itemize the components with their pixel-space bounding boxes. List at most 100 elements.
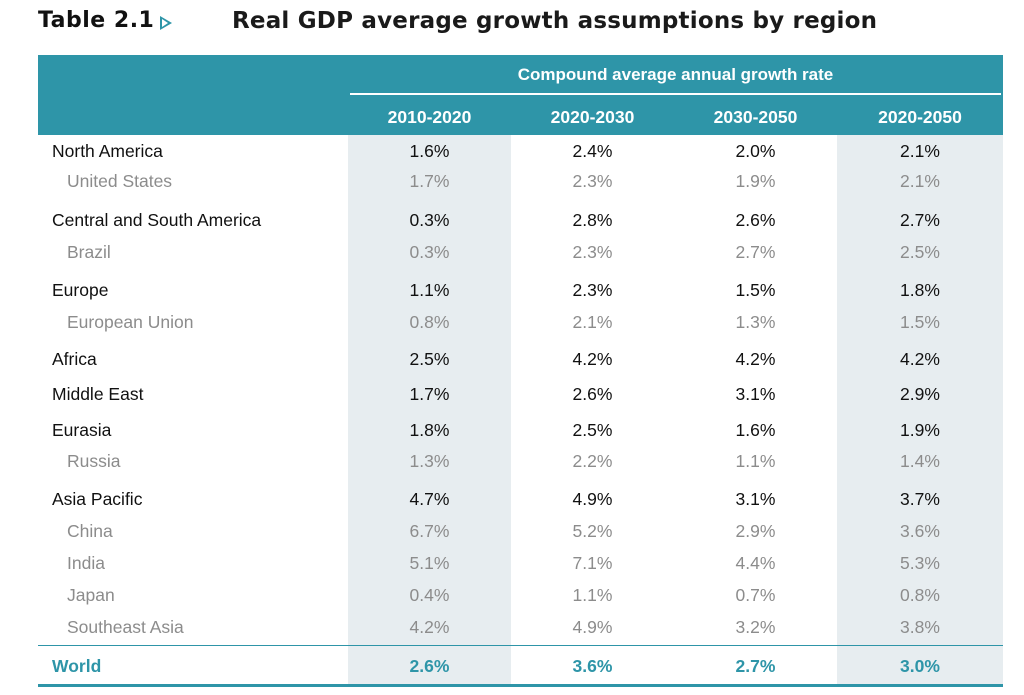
cell-value: 4.2% (900, 349, 940, 369)
cell-value: 3.0% (900, 656, 940, 676)
table-row: United States 1.7% 2.3% 1.9% 2.1% (38, 166, 1003, 196)
table-bottom-rule (38, 684, 1003, 687)
cell-value: 2.3% (572, 242, 613, 262)
row-label: Japan (67, 585, 115, 605)
table-row: Middle East 1.7% 2.6% 3.1% 2.9% (38, 379, 1003, 409)
cell-value: 2.3% (572, 280, 613, 300)
table-row: North America 1.6% 2.4% 2.0% 2.1% (38, 136, 1003, 166)
table-row: European Union 0.8% 2.1% 1.3% 1.5% (38, 307, 1003, 337)
cell-value: 2.6% (572, 384, 613, 404)
cell-value: 1.3% (735, 312, 776, 332)
cell-value: 7.1% (572, 553, 613, 573)
cell-value: 1.7% (409, 384, 450, 404)
cell-value: 3.1% (735, 489, 776, 509)
row-label: Africa (52, 349, 97, 369)
cell-value: 3.6% (900, 521, 940, 541)
table-row: Japan 0.4% 1.1% 0.7% 0.8% (38, 580, 1003, 610)
table-row: Eurasia 1.8% 2.5% 1.6% 1.9% (38, 415, 1003, 445)
cell-value: 1.4% (900, 451, 940, 471)
row-label: European Union (67, 312, 194, 332)
table-row: Russia 1.3% 2.2% 1.1% 1.4% (38, 446, 1003, 476)
cell-value: 2.0% (735, 141, 776, 161)
cell-value: 1.6% (735, 420, 776, 440)
cell-value: 2.8% (572, 210, 613, 230)
row-label: Central and South America (52, 210, 262, 230)
table-row: Asia Pacific 4.7% 4.9% 3.1% 3.7% (38, 484, 1003, 514)
cell-value: 2.1% (900, 171, 940, 191)
cell-value: 0.8% (409, 312, 450, 332)
column-header-2010-2020: 2010-2020 (387, 107, 472, 127)
table-header: Compound average annual growth rate 2010… (38, 55, 1003, 135)
table-row: India 5.1% 7.1% 4.4% 5.3% (38, 548, 1003, 578)
cell-value: 2.7% (735, 656, 776, 676)
cell-value: 0.3% (409, 242, 450, 262)
row-label: Europe (52, 280, 109, 300)
row-label: Russia (67, 451, 121, 471)
row-label: Middle East (52, 384, 144, 404)
row-label: Asia Pacific (52, 489, 143, 509)
cell-value: 2.4% (572, 141, 613, 161)
super-header-divider (350, 93, 1001, 95)
cell-value: 5.2% (572, 521, 613, 541)
cell-value: 1.9% (900, 420, 940, 440)
shaded-column-2010-2020 (348, 135, 511, 687)
cell-value: 2.6% (409, 656, 450, 676)
cell-value: 3.6% (572, 656, 613, 676)
row-label: Southeast Asia (67, 617, 184, 637)
cell-value: 2.2% (572, 451, 613, 471)
cell-value: 2.6% (735, 210, 776, 230)
world-row: World 2.6% 3.6% 2.7% 3.0% (38, 651, 1003, 681)
cell-value: 3.7% (900, 489, 940, 509)
cell-value: 3.8% (900, 617, 940, 637)
cell-value: 4.9% (572, 489, 613, 509)
table-row: Europe 1.1% 2.3% 1.5% 1.8% (38, 275, 1003, 305)
cell-value: 4.9% (572, 617, 613, 637)
cell-value: 2.5% (572, 420, 613, 440)
cell-value: 1.6% (409, 141, 450, 161)
cell-value: 0.8% (900, 585, 940, 605)
column-header-2020-2050: 2020-2050 (878, 107, 962, 127)
cell-value: 1.8% (409, 420, 450, 440)
cell-value: 2.7% (900, 210, 940, 230)
cell-value: 1.1% (735, 451, 776, 471)
cell-value: 2.1% (572, 312, 613, 332)
table-row: Africa 2.5% 4.2% 4.2% 4.2% (38, 344, 1003, 374)
cell-value: 2.9% (900, 384, 940, 404)
cell-value: 2.5% (900, 242, 940, 262)
cell-value: 3.1% (735, 384, 776, 404)
cell-value: 4.2% (735, 349, 776, 369)
row-label: Eurasia (52, 420, 112, 440)
row-label: Brazil (67, 242, 111, 262)
table-title: Real GDP average growth assumptions by r… (232, 8, 878, 34)
table-row: Southeast Asia 4.2% 4.9% 3.2% 3.8% (38, 612, 1003, 642)
row-label: China (67, 521, 113, 541)
cell-value: 2.3% (572, 171, 613, 191)
row-label: United States (67, 171, 173, 191)
cell-value: 2.1% (900, 141, 940, 161)
cell-value: 6.7% (409, 521, 450, 541)
row-label: North America (52, 141, 163, 161)
column-header-2030-2050: 2030-2050 (713, 107, 798, 127)
cell-value: 0.4% (409, 585, 450, 605)
cell-value: 4.7% (409, 489, 450, 509)
table-title-row: Table 2.1 Real GDP average growth assump… (38, 8, 1008, 42)
world-row-top-rule (38, 645, 1003, 646)
shaded-column-2020-2050 (837, 135, 1003, 687)
triangle-right-icon (160, 16, 172, 30)
cell-value: 1.1% (409, 280, 450, 300)
table-number: Table 2.1 (38, 8, 155, 33)
table-row: Brazil 0.3% 2.3% 2.7% 2.5% (38, 237, 1003, 267)
cell-value: 0.3% (409, 210, 450, 230)
cell-value: 1.5% (900, 312, 940, 332)
cell-value: 1.3% (409, 451, 450, 471)
cell-value: 1.1% (572, 585, 613, 605)
column-header-2020-2030: 2020-2030 (550, 107, 635, 127)
table-row: China 6.7% 5.2% 2.9% 3.6% (38, 516, 1003, 546)
cell-value: 4.2% (572, 349, 613, 369)
cell-value: 1.7% (409, 171, 450, 191)
cell-value: 1.5% (735, 280, 776, 300)
cell-value: 3.2% (735, 617, 776, 637)
cell-value: 2.7% (735, 242, 776, 262)
row-label: India (67, 553, 105, 573)
cell-value: 2.5% (409, 349, 450, 369)
